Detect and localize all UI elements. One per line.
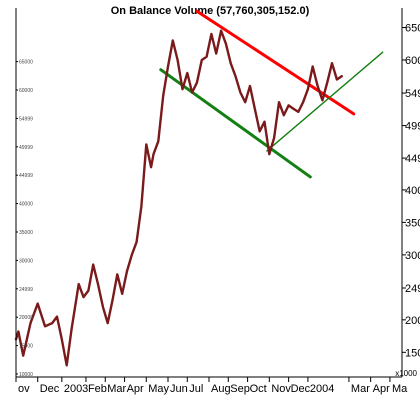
unit-label: x1000 — [395, 369, 417, 378]
x-tick-label: Oct — [250, 383, 267, 395]
x-tick-label: Jun — [170, 383, 188, 395]
resistance-trendline — [195, 9, 356, 116]
x-tick-label: Ma — [392, 383, 408, 395]
x-tick-label: Aug — [211, 383, 231, 395]
x-tick-label: Dec — [40, 383, 60, 395]
x-tick-label: 2004 — [310, 383, 334, 395]
left-tick-label: 65000 — [19, 60, 33, 66]
y-tick-label: 549 — [405, 88, 420, 100]
left-tick-label: 10000 — [19, 372, 33, 378]
left-tick-label: 54999 — [19, 116, 33, 122]
left-tick-label: 35000 — [19, 230, 33, 236]
x-tick-label: Mar — [107, 383, 126, 395]
y-tick-label: 350 — [405, 217, 420, 229]
x-tick-label: Nov — [271, 383, 291, 395]
y-tick-label: 150 — [405, 347, 420, 359]
x-tick-label: Apr — [373, 383, 390, 395]
left-tick-label: 15000 — [19, 344, 33, 350]
obv-series-line — [14, 29, 343, 367]
y-tick-label: 400 — [405, 185, 420, 197]
left-tick-label: 49999 — [19, 145, 33, 151]
x-tick-label: May — [148, 383, 169, 395]
left-tick-label: 20000 — [19, 315, 33, 321]
y-tick-label: 600 — [405, 55, 420, 67]
left-tick-label: 40000 — [19, 202, 33, 208]
x-tick-label: Sep — [230, 383, 250, 395]
x-tick-label: Apr — [127, 383, 144, 395]
chart-title: On Balance Volume (57,760,305,152.0) — [111, 5, 310, 17]
y-tick-label: 249 — [405, 283, 420, 295]
x-tick-label: ov — [18, 383, 30, 395]
x-tick-label: Mar — [351, 383, 370, 395]
left-tick-label: 24999 — [19, 287, 33, 293]
support-lower-trendline — [159, 68, 312, 179]
left-tick-label: 44999 — [19, 173, 33, 179]
x-tick-label: Feb — [88, 383, 107, 395]
x-tick-label: Jul — [189, 383, 203, 395]
x-tick-label: Dec — [291, 383, 311, 395]
y-tick-label: 449 — [405, 153, 420, 165]
y-tick-label: 300 — [405, 250, 420, 262]
x-tick-label: 2003 — [64, 383, 88, 395]
y-tick-label: 499 — [405, 121, 420, 133]
left-tick-label: 60000 — [19, 88, 33, 94]
left-tick-label: 30000 — [19, 258, 33, 264]
support-upper-trendline — [266, 51, 384, 152]
y-tick-label: 200 — [405, 315, 420, 327]
y-tick-label: 650 — [405, 22, 420, 34]
